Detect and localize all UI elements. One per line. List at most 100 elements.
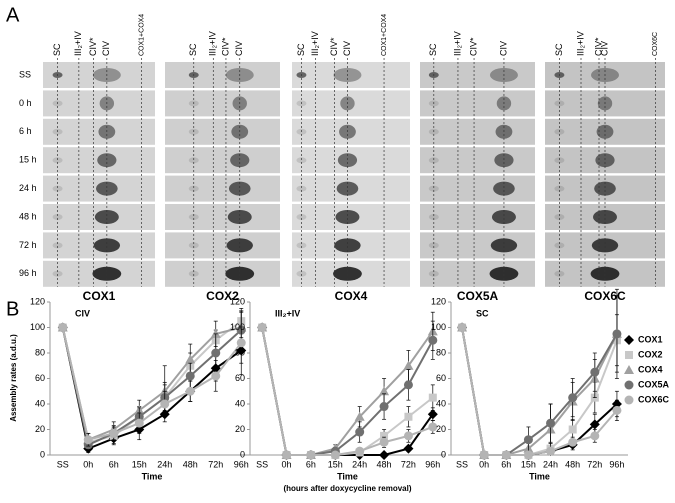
marker [624, 335, 634, 345]
row-label: 15 h [19, 155, 37, 165]
marker [354, 411, 365, 421]
marker [612, 329, 622, 339]
marker [479, 450, 489, 460]
panel-label: B [6, 298, 19, 320]
x-axis-note: (hours after doxycycline removal) [283, 484, 411, 493]
gel-name: COX5A [457, 289, 499, 303]
y-tick-label: 60 [35, 373, 45, 383]
band [595, 153, 615, 168]
gel-strip [165, 147, 280, 174]
x-tick-label: 15h [132, 459, 147, 469]
band [228, 181, 251, 196]
band [230, 153, 250, 168]
legend-label: COX1 [638, 334, 663, 344]
x-tick-label: 48h [377, 459, 392, 469]
gel-strip [43, 118, 155, 145]
gel-strip [165, 260, 280, 287]
x-tick-label: 24h [157, 459, 172, 469]
gel-strip [165, 118, 280, 145]
band [554, 185, 565, 192]
band [52, 157, 63, 164]
column-label: CIV [342, 41, 352, 56]
y-tick-label: 60 [436, 373, 446, 383]
band [554, 214, 565, 220]
marker [211, 348, 221, 358]
marker [589, 419, 600, 430]
band [97, 153, 117, 168]
x-axis-label: Time [337, 471, 358, 481]
y-tick-label: 20 [436, 424, 446, 434]
column-label: SC [428, 43, 438, 56]
marker [160, 399, 170, 409]
marker [523, 450, 533, 460]
marker [590, 367, 600, 377]
band [590, 266, 620, 281]
y-tick-label: 80 [436, 347, 446, 357]
marker [403, 443, 414, 454]
column-label: CIV* [220, 37, 230, 56]
marker [330, 450, 340, 460]
gel-strip [420, 175, 535, 202]
column-label: CIV* [329, 37, 339, 56]
band [296, 214, 307, 220]
marker [134, 418, 144, 428]
gel-strip [165, 62, 280, 88]
band [188, 270, 199, 277]
x-tick-label: 96h [234, 459, 249, 469]
marker [210, 328, 221, 338]
y-tick-label: 120 [30, 296, 45, 306]
row-label: SS [19, 69, 31, 79]
band [188, 242, 199, 249]
x-tick-label: 24h [352, 459, 367, 469]
gel-strip [43, 90, 155, 117]
marker [404, 412, 413, 421]
panel-label: A [6, 4, 20, 26]
legend-label: COX4 [638, 364, 663, 374]
series-line [61, 327, 242, 450]
gel-strip [420, 90, 535, 117]
gel-strip [292, 62, 410, 88]
x-axis-label: Time [529, 471, 550, 481]
band [591, 238, 619, 253]
band [489, 266, 519, 281]
marker [624, 380, 634, 390]
band [296, 185, 307, 192]
marker [568, 393, 578, 403]
legend-label: COX6C [638, 394, 670, 404]
band [296, 157, 307, 164]
marker [211, 371, 221, 381]
marker [546, 446, 556, 456]
row-label: 96 h [19, 268, 37, 278]
gel-strip [292, 90, 410, 117]
marker [457, 323, 467, 332]
y-tick-label: 100 [230, 322, 245, 332]
marker [379, 450, 390, 460]
band [336, 181, 359, 196]
column-label: CIV [599, 41, 609, 56]
marker [380, 431, 389, 440]
marker [83, 435, 93, 445]
x-tick-label: 6h [306, 459, 316, 469]
x-tick-label: SS [256, 459, 268, 469]
marker [427, 409, 438, 420]
marker [306, 450, 316, 460]
y-tick-label: 120 [230, 296, 245, 306]
marker [379, 437, 389, 447]
band [428, 157, 439, 164]
column-label: III₂+IV [208, 31, 218, 56]
series-line [61, 327, 242, 447]
band [428, 185, 439, 192]
y-tick-label: 120 [431, 296, 446, 306]
gel-name: COX2 [206, 289, 239, 303]
band [188, 185, 199, 192]
marker [185, 354, 196, 364]
band [493, 181, 515, 196]
band [188, 214, 199, 220]
y-tick-label: 100 [30, 322, 45, 332]
x-tick-label: 15h [328, 459, 343, 469]
column-label: III₂+IV [73, 31, 83, 56]
column-label: CIV [101, 41, 111, 56]
x-tick-label: SS [456, 459, 468, 469]
band [334, 238, 361, 253]
x-tick-label: 6h [109, 459, 119, 469]
